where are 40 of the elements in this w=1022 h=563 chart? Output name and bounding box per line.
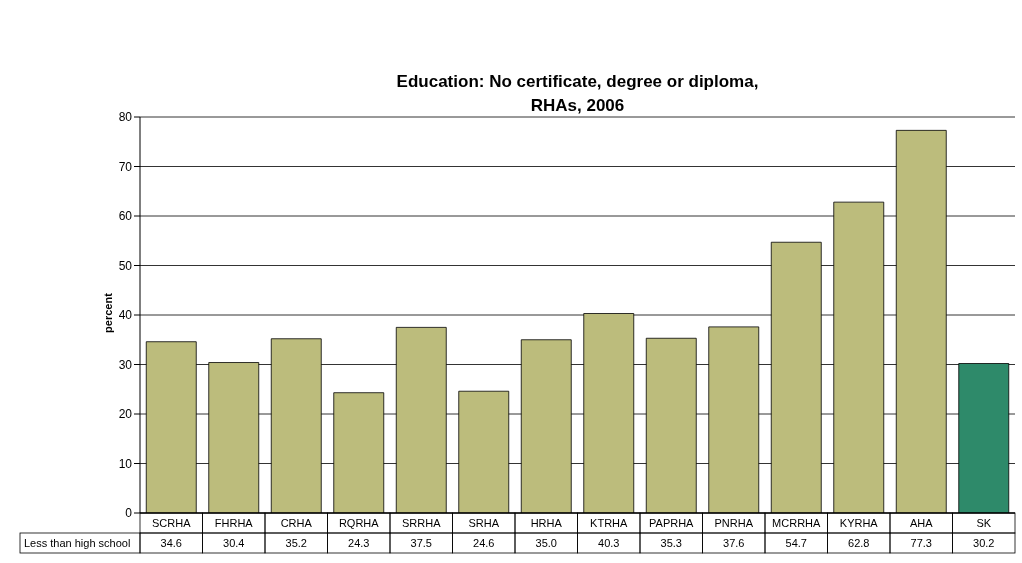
x-tick-label: SRRHA [401, 517, 442, 529]
x-tick-label: PNRHA [714, 517, 754, 529]
data-label: 37.6 [723, 537, 745, 549]
data-label: 40.3 [598, 537, 620, 549]
x-tick-label: RQRHA [338, 517, 380, 529]
data-label: 62.8 [848, 537, 870, 549]
data-label: 24.3 [348, 537, 370, 549]
data-label: 54.7 [785, 537, 807, 549]
data-label: 35.2 [285, 537, 307, 549]
x-tick-label: FHRHA [214, 517, 254, 529]
x-tick-label: HRHA [530, 517, 563, 529]
y-tick-label: 40 [118, 308, 133, 323]
y-tick-label: 10 [118, 456, 133, 471]
x-tick-label: SK [976, 517, 992, 529]
data-label: 37.5 [410, 537, 432, 549]
data-label: 30.2 [973, 537, 995, 549]
data-label: 34.6 [160, 537, 182, 549]
x-tick-label: SRHA [468, 517, 500, 529]
x-tick-label: KYRHA [839, 517, 879, 529]
x-tick-label: SCRHA [151, 517, 192, 529]
x-tick-label: KTRHA [590, 517, 629, 529]
text: Less than high school [24, 537, 131, 549]
y-tick-label: 80 [118, 110, 133, 125]
x-tick-label: MCRRHA [772, 517, 822, 529]
data-label: 30.4 [223, 537, 245, 549]
y-tick-label: 20 [118, 407, 133, 422]
y-tick-label: 60 [118, 209, 133, 224]
x-tick-label: PAPRHA [649, 517, 695, 529]
x-tick-label: AHA [909, 517, 934, 529]
y-axis-title: percent [102, 293, 114, 333]
y-tick-label: 70 [118, 159, 133, 174]
y-tick-label: 0 [125, 506, 133, 521]
y-tick-label: 50 [118, 258, 133, 273]
x-tick-label: CRHA [280, 517, 313, 529]
y-tick-label: 30 [118, 357, 133, 372]
data-label: 35.3 [660, 537, 682, 549]
data-label: 24.6 [473, 537, 495, 549]
chart-title: Education: No certificate, degree or diploma, RHAs, 2006 [395, 71, 760, 117]
data-label: 35.0 [535, 537, 557, 549]
data-label: 77.3 [910, 537, 932, 549]
